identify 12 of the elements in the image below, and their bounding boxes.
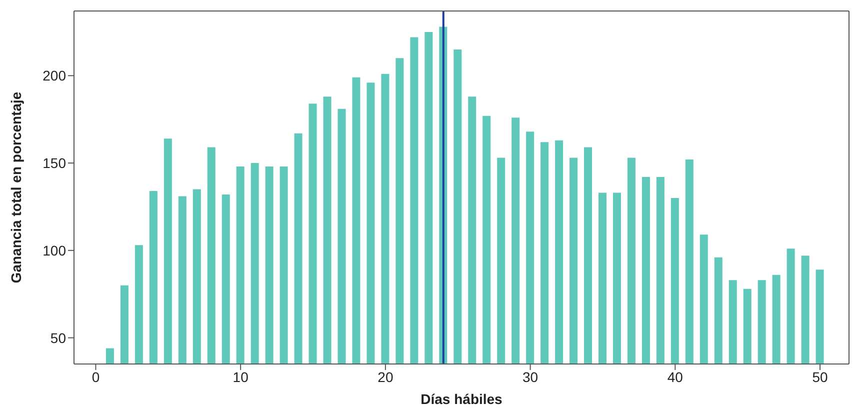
y-axis-title: Ganancia total en porcentaje	[8, 92, 24, 284]
y-tick-label: 150	[42, 155, 66, 172]
y-tick-label: 200	[42, 68, 66, 84]
x-tick-label: 50	[812, 368, 828, 385]
y-tick-label: 50	[50, 330, 66, 346]
x-tick-label: 0	[92, 368, 100, 385]
x-axis-title: Días hábiles	[420, 391, 503, 407]
x-tick-label: 40	[667, 368, 684, 385]
x-tick-label: 30	[522, 368, 538, 385]
x-tick-label: 10	[232, 368, 249, 385]
x-tick-label: 20	[378, 368, 394, 385]
y-tick-label: 100	[42, 242, 66, 258]
